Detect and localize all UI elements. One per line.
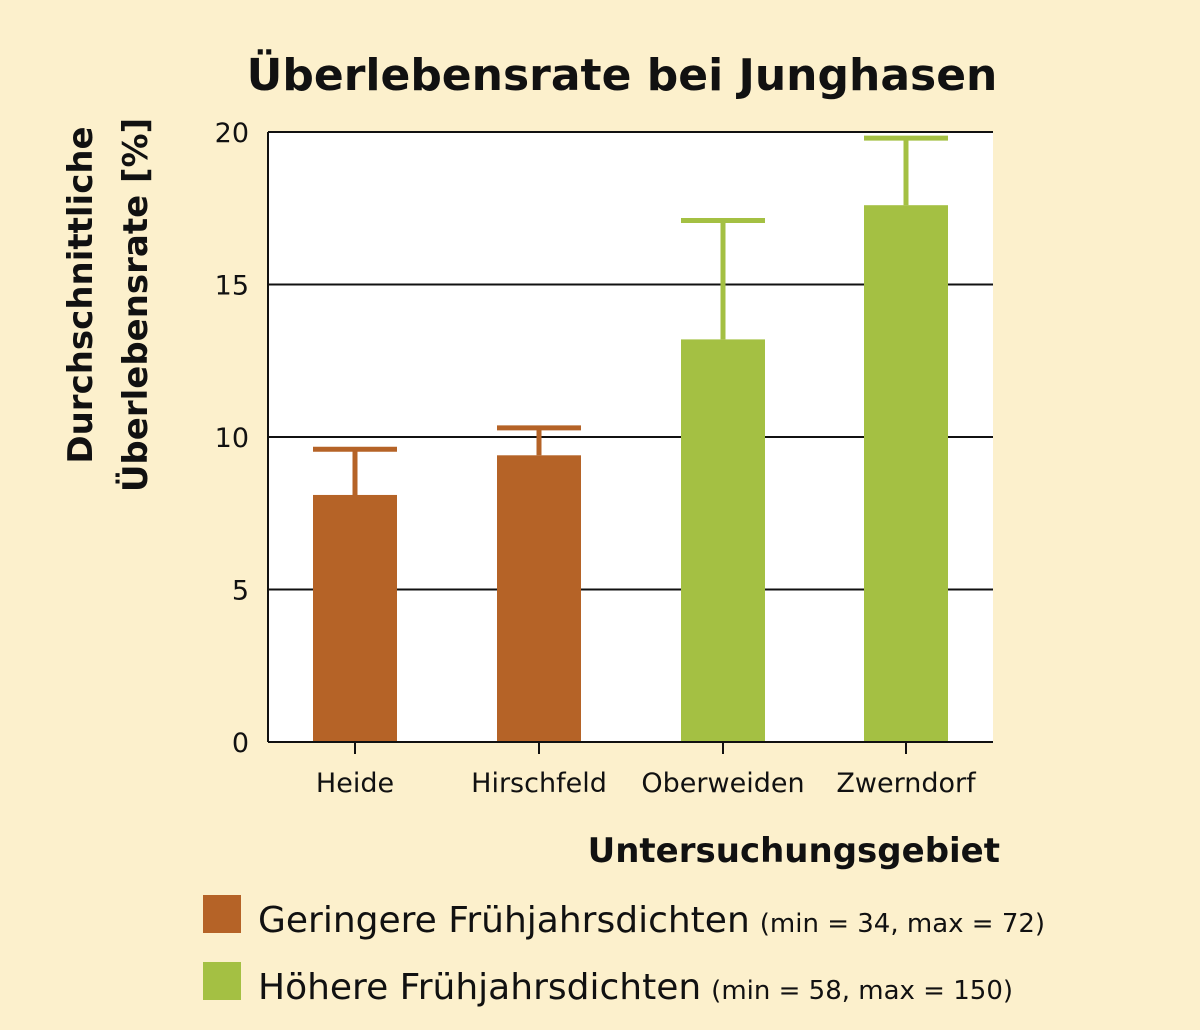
- legend-detail-higher: (min = 58, max = 150): [711, 976, 1013, 1006]
- x-axis-title: Untersuchungsgebiet: [588, 831, 1000, 871]
- x-tick-label-heide: Heide: [316, 768, 394, 799]
- bar-heide: [313, 494, 397, 742]
- legend: Geringere Frühjahrsdichten (min = 34, max…: [203, 895, 1045, 1008]
- y-tick-label-15: 15: [215, 271, 249, 302]
- legend-detail-lower: (min = 34, max = 72): [760, 909, 1045, 939]
- legend-label-higher: Höhere Frühjahrsdichten: [258, 967, 701, 1008]
- chart-title: Überlebensrate bei Junghasen: [247, 48, 998, 101]
- y-tick-label-10: 10: [215, 423, 249, 454]
- y-tick-labels: 0 5 10 15 20: [215, 118, 249, 759]
- legend-label-lower: Geringere Frühjahrsdichten: [258, 900, 750, 941]
- y-tick-label-5: 5: [232, 576, 249, 607]
- x-tick-label-hirschfeld: Hirschfeld: [471, 768, 607, 799]
- legend-item-lower: Geringere Frühjahrsdichten (min = 34, max…: [258, 900, 1045, 941]
- error-bars: [313, 135, 948, 495]
- y-tick-label-20: 20: [215, 118, 249, 149]
- bar-oberweiden: [681, 339, 765, 742]
- legend-swatch-higher: [203, 962, 241, 1000]
- bars: [313, 205, 948, 742]
- y-axis-title-line2: Überlebensrate [%]: [115, 118, 156, 492]
- bar-zwerndorf: [864, 205, 948, 742]
- x-tick-labels: Heide Hirschfeld Oberweiden Zwerndorf: [316, 742, 977, 799]
- legend-swatch-lower: [203, 895, 241, 933]
- bar-hirschfeld: [497, 455, 581, 742]
- y-axis-title-line1: Durchschnittliche: [61, 126, 101, 463]
- y-tick-label-0: 0: [232, 728, 249, 759]
- x-tick-label-zwerndorf: Zwerndorf: [836, 768, 977, 799]
- x-tick-label-oberweiden: Oberweiden: [641, 768, 804, 799]
- legend-item-higher: Höhere Frühjahrsdichten (min = 58, max = …: [258, 967, 1013, 1008]
